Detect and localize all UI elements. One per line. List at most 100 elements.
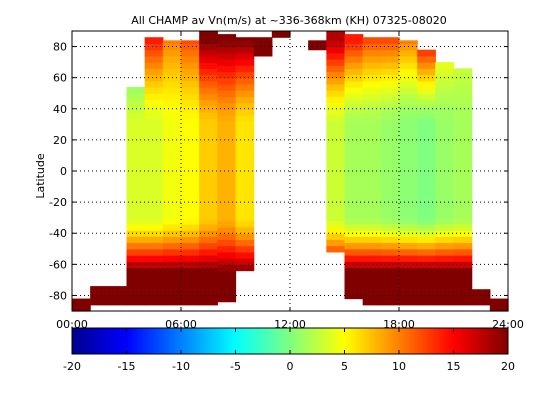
heatmap-cell — [126, 186, 146, 194]
heatmap-cell — [235, 189, 255, 197]
heatmap-cell — [217, 289, 237, 297]
heatmap-cell — [217, 139, 237, 147]
heatmap-cell — [344, 286, 364, 293]
heatmap-cell — [380, 149, 400, 157]
heatmap-cell — [126, 279, 146, 287]
heatmap-cell — [326, 127, 346, 135]
heatmap-cell — [344, 242, 364, 250]
heatmap-cell — [162, 143, 182, 150]
heatmap-cell — [235, 177, 255, 185]
heatmap-cell — [362, 143, 382, 150]
heatmap-cell — [326, 59, 346, 66]
heatmap-cell — [453, 261, 473, 269]
colorbar-tick-label: -5 — [230, 360, 241, 373]
heatmap-cell — [344, 124, 364, 132]
heatmap-cell — [144, 136, 164, 144]
heatmap-cell — [380, 199, 400, 206]
heatmap-cell — [453, 74, 473, 82]
heatmap-cell — [399, 248, 418, 256]
heatmap-cell — [399, 242, 418, 250]
heatmap-cell — [108, 292, 128, 300]
heatmap-cell — [108, 286, 128, 293]
heatmap-cell — [235, 171, 255, 178]
heatmap-cell — [181, 43, 200, 51]
heatmap-cell — [126, 136, 146, 144]
heatmap-cell — [126, 286, 146, 293]
heatmap-cell — [417, 248, 436, 256]
heatmap-cell — [362, 124, 382, 132]
heatmap-cell — [144, 99, 164, 107]
heatmap-cell — [326, 102, 346, 110]
heatmap-cell — [453, 105, 473, 113]
heatmap-cell — [453, 143, 473, 150]
heatmap-cell — [126, 230, 146, 237]
heatmap-cell — [235, 37, 255, 41]
heatmap-cell — [162, 130, 182, 138]
heatmap-cell — [144, 37, 164, 45]
heatmap-cell — [362, 205, 382, 213]
heatmap-cell — [181, 62, 200, 69]
heatmap-cell — [235, 245, 255, 253]
heatmap-cell — [217, 146, 237, 153]
heatmap-cell — [235, 90, 255, 97]
heatmap-cell — [199, 155, 218, 163]
y-tick-label: 60 — [53, 72, 67, 85]
heatmap-cell — [344, 68, 364, 76]
heatmap-cell — [453, 167, 473, 175]
heatmap-cell — [399, 174, 418, 181]
heatmap-cell — [217, 171, 237, 178]
heatmap-cell — [181, 80, 200, 88]
heatmap-cell — [326, 46, 346, 54]
heatmap-cell — [453, 87, 473, 94]
heatmap-cell — [489, 304, 509, 312]
heatmap-cell — [362, 174, 382, 181]
heatmap-cell — [435, 143, 455, 150]
heatmap-column — [90, 286, 109, 306]
heatmap-cell — [399, 80, 418, 88]
heatmap-cell — [181, 217, 200, 225]
heatmap-cell — [380, 130, 400, 138]
heatmap-cell — [417, 186, 436, 194]
heatmap-cell — [344, 223, 364, 231]
heatmap-cell — [144, 149, 164, 157]
y-axis: -80 -60 -40 -20 0 20 40 60 80 — [49, 41, 508, 302]
heatmap-cell — [344, 230, 364, 237]
heatmap-cell — [326, 214, 346, 222]
heatmap-cell — [217, 251, 237, 259]
heatmap-cell — [181, 273, 200, 281]
heatmap-cell — [235, 202, 255, 209]
heatmap-cell — [162, 298, 182, 306]
heatmap-cell — [399, 236, 418, 244]
heatmap-cell — [217, 115, 237, 122]
colorbar-tick-label: 15 — [447, 360, 461, 373]
heatmap-cell — [72, 298, 91, 306]
heatmap-cell — [417, 279, 436, 287]
heatmap-cell — [144, 55, 164, 63]
heatmap-cell — [144, 87, 164, 94]
heatmap-cell — [380, 124, 400, 132]
heatmap-cell — [271, 31, 291, 38]
heatmap-cell — [217, 121, 237, 129]
heatmap-cell — [344, 161, 364, 169]
grid-lines — [72, 31, 508, 311]
heatmap-cell — [144, 273, 164, 281]
heatmap-cell — [362, 87, 382, 94]
heatmap-cell — [399, 273, 418, 281]
heatmap-cell — [417, 130, 436, 138]
heatmap-column — [217, 34, 237, 303]
heatmap-cell — [380, 217, 400, 225]
heatmap-cell — [380, 93, 400, 101]
heatmap-cell — [162, 49, 182, 57]
heatmap-column — [380, 37, 400, 306]
heatmap-cell — [380, 279, 400, 287]
heatmap-cell — [399, 49, 418, 57]
heatmap-cell — [399, 161, 418, 169]
heatmap-cell — [199, 279, 218, 287]
heatmap-column — [162, 40, 182, 306]
heatmap-cell — [417, 298, 436, 306]
heatmap-cell — [217, 102, 237, 110]
heatmap-cell — [181, 87, 200, 94]
heatmap-cell — [344, 34, 364, 38]
heatmap-cell — [435, 99, 455, 107]
heatmap-cell — [90, 292, 109, 300]
